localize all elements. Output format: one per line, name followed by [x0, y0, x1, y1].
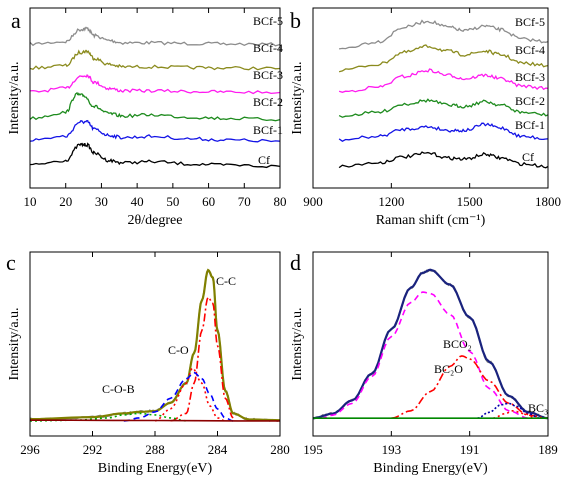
- panel-a: [29, 26, 281, 169]
- x-tick-label-d-3: 189: [538, 442, 558, 457]
- series-line-c-2: [170, 296, 234, 422]
- series-line-b-3: [338, 98, 549, 118]
- x-tick-label-a-2: 30: [95, 194, 108, 209]
- peak-annotation-d-0: BCO₂: [443, 337, 472, 351]
- series-label-b-2: BCf-3: [515, 70, 545, 84]
- series-label-a-3: BCf-2: [253, 95, 283, 109]
- x-axis-label-a: 2θ/degree: [128, 213, 183, 228]
- series-line-d-2: [320, 291, 529, 419]
- series-line-b-5: [338, 151, 549, 169]
- series-line-d-3: [391, 355, 549, 419]
- series-label-b-1: BCf-4: [515, 43, 545, 57]
- plot-frame-d: [312, 251, 549, 437]
- x-tick-label-a-0: 10: [24, 194, 37, 209]
- x-tick-label-d-2: 191: [460, 442, 480, 457]
- peak-annotation-c-0: C-C: [216, 274, 236, 288]
- x-tick-label-c-0: 296: [20, 442, 40, 457]
- series-line-a-1: [29, 49, 281, 71]
- x-tick-label-a-7: 80: [274, 194, 287, 209]
- panel-letter-a: a: [11, 8, 21, 33]
- plot-frame-c: [29, 251, 281, 437]
- x-tick-label-a-4: 50: [166, 194, 179, 209]
- series-line-d-4: [477, 402, 541, 419]
- series-label-b-3: BCf-2: [515, 94, 545, 108]
- x-tick-label-b-2: 1500: [457, 194, 483, 209]
- panel-letter-b: b: [290, 8, 301, 33]
- peak-annotation-d-2: BC₃: [528, 401, 548, 415]
- series-label-b-0: BCf-5: [515, 15, 545, 29]
- series-line-b-1: [338, 44, 549, 73]
- x-tick-label-a-1: 20: [59, 194, 72, 209]
- peak-annotation-d-1: BC₂O: [434, 362, 463, 376]
- series-line-c-0: [29, 269, 281, 423]
- x-axis-label-b: Raman shift (cm⁻¹): [376, 213, 486, 228]
- plot-frame-a: [29, 7, 281, 189]
- peak-annotation-c-2: C-O-B: [102, 382, 135, 396]
- series-label-a-5: Cf: [258, 153, 270, 167]
- x-tick-label-c-1: 292: [83, 442, 103, 457]
- series-line-d-5: [493, 409, 537, 419]
- x-tick-label-b-1: 1200: [378, 194, 404, 209]
- panel-letter-c: c: [6, 250, 16, 275]
- x-tick-label-c-3: 284: [208, 442, 228, 457]
- series-line-b-0: [339, 19, 549, 50]
- series-label-a-4: BCf-1: [253, 123, 283, 137]
- panel-b: [338, 19, 549, 169]
- x-tick-label-d-1: 193: [382, 442, 402, 457]
- series-line-a-5: [29, 142, 281, 169]
- panel-c: [29, 268, 281, 423]
- x-tick-label-b-3: 1800: [535, 194, 561, 209]
- y-axis-label-a: Intensity/a.u.: [7, 61, 22, 134]
- plot-frame-b: [312, 7, 549, 189]
- series-line-b-2: [338, 68, 549, 93]
- x-tick-label-a-6: 70: [238, 194, 251, 209]
- series-label-a-1: BCf-4: [253, 41, 283, 55]
- series-label-a-2: BCf-3: [253, 68, 283, 82]
- peak-annotation-c-1: C-O: [168, 343, 189, 357]
- series-line-a-0: [29, 26, 281, 47]
- x-tick-label-a-5: 60: [202, 194, 215, 209]
- series-line-a-4: [29, 119, 281, 143]
- x-tick-label-c-4: 280: [270, 442, 290, 457]
- x-tick-label-a-3: 40: [131, 194, 144, 209]
- y-axis-label-c: Intensity/a.u.: [7, 307, 22, 380]
- y-axis-label-b: Intensity/a.u.: [290, 61, 305, 134]
- series-line-a-2: [29, 74, 281, 95]
- series-line-c-6: [30, 419, 280, 422]
- series-line-a-3: [29, 91, 281, 122]
- x-axis-label-c: Binding Energy(eV): [98, 461, 213, 476]
- series-line-d-1: [312, 268, 549, 420]
- series-label-b-5: Cf: [522, 150, 534, 164]
- series-label-b-4: BCf-1: [515, 118, 545, 132]
- x-tick-label-b-0: 900: [303, 194, 323, 209]
- panel-letter-d: d: [290, 250, 301, 275]
- panel-d: [312, 268, 549, 420]
- series-label-a-0: BCf-5: [253, 14, 283, 28]
- series-line-c-4: [123, 371, 234, 422]
- x-tick-label-c-2: 288: [145, 442, 165, 457]
- x-axis-label-d: Binding Energy(eV): [373, 461, 488, 476]
- y-axis-label-d: Intensity/a.u.: [290, 307, 305, 380]
- series-line-c-1: [29, 268, 281, 422]
- x-tick-label-d-0: 195: [303, 442, 323, 457]
- series-line-b-4: [338, 122, 549, 142]
